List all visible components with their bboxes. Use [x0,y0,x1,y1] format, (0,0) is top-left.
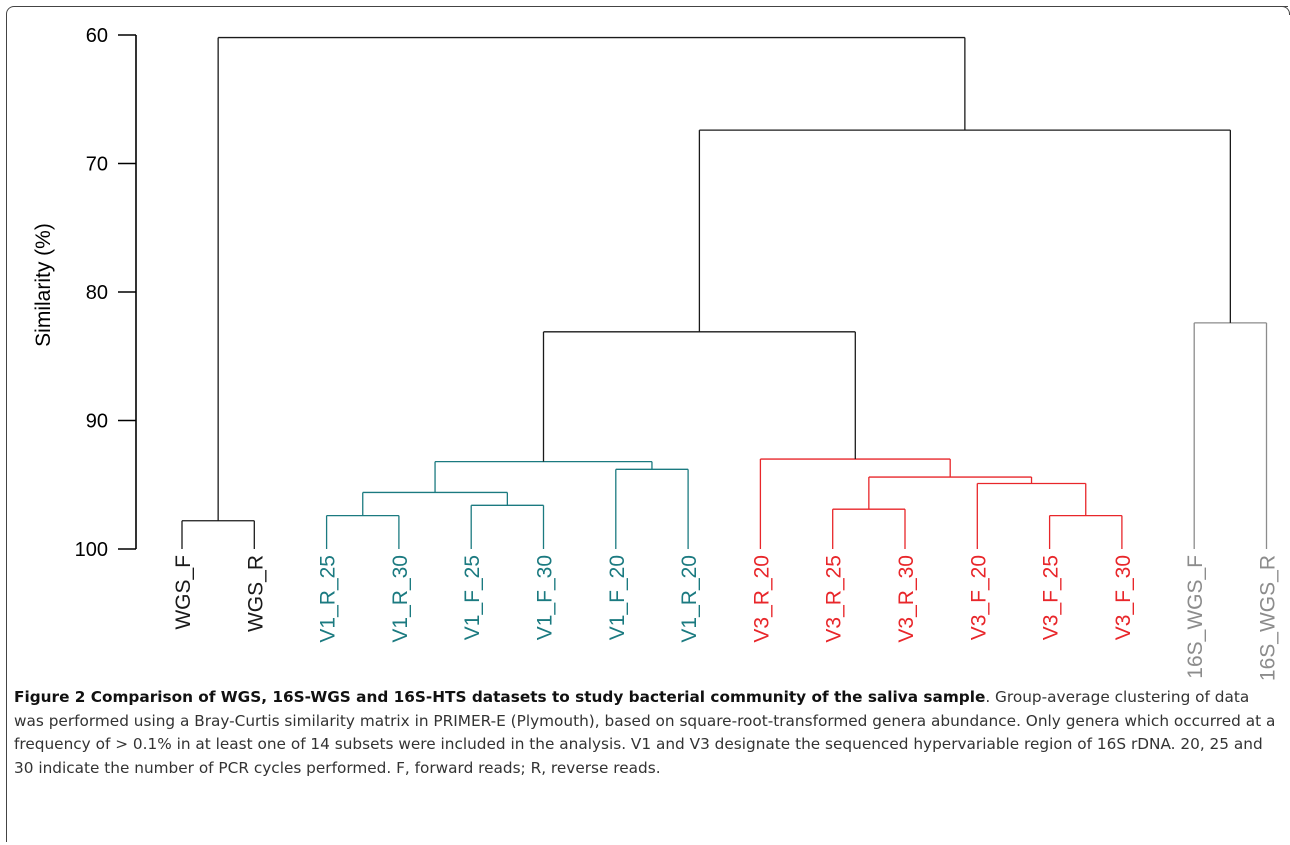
leaf-label: V1_R_30 [389,555,412,643]
y-axis: 60 70 80 90 100 [75,25,137,561]
leaf-label: V3_F_30 [1112,555,1135,640]
leaf-label: V3_R_30 [895,555,918,643]
y-axis-label: Similarity (%) [32,223,55,347]
y-tick-label: 70 [86,154,108,176]
leaf-label: V1_F_20 [606,555,629,640]
leaf-label: V3_F_25 [1040,555,1063,640]
leaf-label: V1_F_30 [534,555,557,640]
leaf-label: V3_R_20 [750,555,773,643]
dendrogram-chart: 60 70 80 90 100 WGS_F WGS_R V1_R_25 V1_R_30 V1_F… [32,25,1280,680]
caption-title: Figure 2 Comparison of WGS, 16S-WGS and … [14,688,986,706]
leaf-labels: WGS_F WGS_R V1_R_25 V1_R_30 V1_F_25 V1_F_30 V1… [172,555,1280,680]
y-tick-label: 100 [75,539,108,561]
figure-caption: Figure 2 Comparison of WGS, 16S-WGS and … [14,686,1276,780]
leaf-label: WGS_F [172,555,195,630]
dendrogram-branches [181,36,1268,549]
caption-body: . Group-average clustering of data was p… [14,688,1276,777]
y-tick-label: 60 [86,25,108,47]
leaf-label: 16S_WGS_R [1257,555,1280,680]
leaf-label: 16S_WGS_F [1184,555,1207,679]
leaf-label: V3_F_20 [967,555,990,640]
leaf-label: V1_R_20 [678,555,701,643]
figure-frame [6,6,1288,842]
leaf-label: WGS_R [244,555,267,632]
leaf-label: V1_R_25 [317,555,340,643]
y-tick-label: 90 [86,411,108,433]
leaf-label: V3_R_25 [823,555,846,643]
leaf-label: V1_F_25 [461,555,484,640]
y-tick-label: 80 [86,282,108,304]
